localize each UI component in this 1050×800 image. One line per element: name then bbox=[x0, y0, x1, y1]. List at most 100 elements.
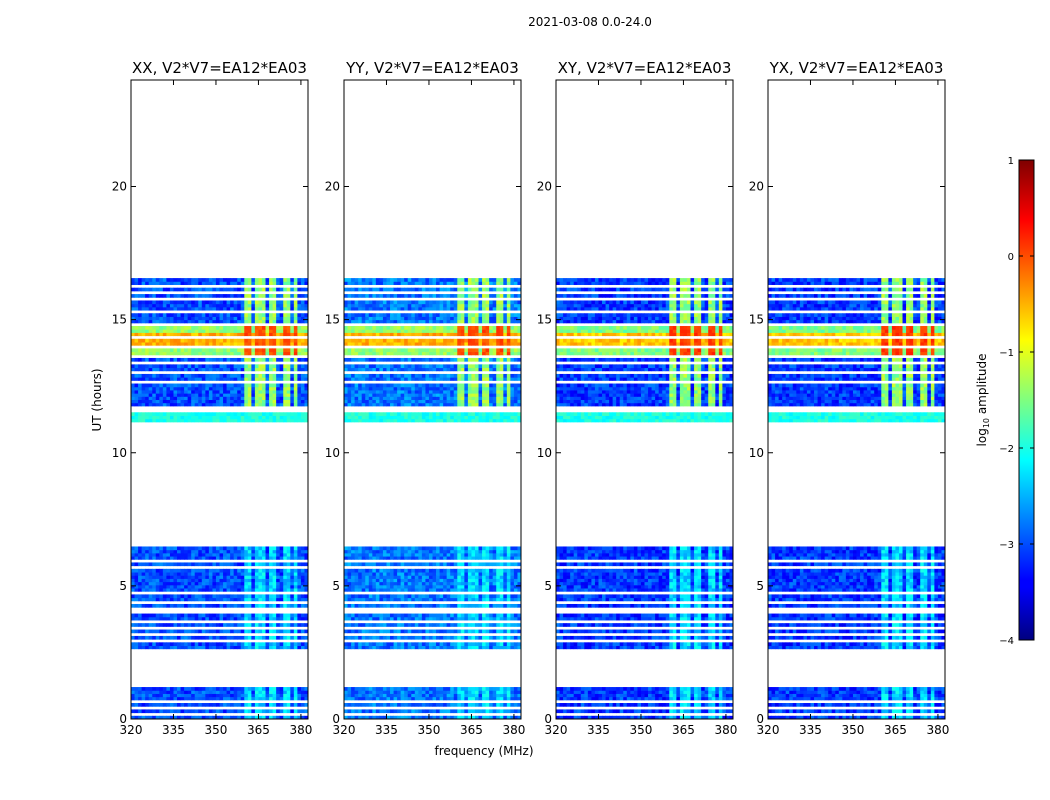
heatmap-cell bbox=[300, 588, 305, 592]
heatmap-cell bbox=[300, 399, 305, 404]
heatmap-cell bbox=[258, 300, 263, 305]
heatmap-cell bbox=[138, 584, 143, 589]
heatmap-cell bbox=[457, 623, 462, 627]
heatmap-cell bbox=[230, 629, 235, 634]
heatmap-cell bbox=[436, 578, 440, 583]
heatmap-cell bbox=[205, 332, 210, 337]
heatmap-cell bbox=[489, 389, 494, 394]
heatmap-cell bbox=[467, 588, 472, 592]
heatmap-cell bbox=[400, 715, 405, 720]
y-tick-label: 15 bbox=[112, 313, 127, 327]
heatmap-cell bbox=[177, 562, 181, 567]
heatmap-cell bbox=[347, 616, 352, 621]
heatmap-cell bbox=[347, 575, 352, 579]
heatmap-cell bbox=[201, 690, 206, 694]
heatmap-cell bbox=[276, 367, 281, 372]
heatmap-cell bbox=[300, 287, 305, 292]
heatmap-cell bbox=[517, 399, 522, 404]
heatmap-cell bbox=[223, 629, 227, 634]
heatmap-cell bbox=[297, 584, 302, 589]
heatmap-cell bbox=[155, 616, 160, 621]
heatmap-cell bbox=[276, 594, 281, 599]
heatmap-cell bbox=[400, 415, 405, 420]
heatmap-cell bbox=[251, 329, 256, 333]
heatmap-cell bbox=[450, 597, 455, 602]
heatmap-cell bbox=[290, 294, 295, 298]
heatmap-cell bbox=[212, 693, 217, 698]
heatmap-cell bbox=[169, 562, 174, 567]
heatmap-cell bbox=[187, 399, 192, 404]
heatmap-cell bbox=[436, 581, 440, 586]
heatmap-cell bbox=[219, 303, 224, 308]
heatmap-cell bbox=[397, 693, 402, 698]
heatmap-cell bbox=[457, 645, 462, 650]
heatmap-cell bbox=[208, 556, 213, 560]
heatmap-cell bbox=[258, 603, 263, 608]
heatmap-cell bbox=[286, 316, 291, 321]
heatmap-cell bbox=[215, 645, 220, 650]
heatmap-cell bbox=[152, 287, 157, 292]
heatmap-cell bbox=[272, 709, 277, 714]
heatmap-cell bbox=[240, 367, 245, 372]
heatmap-cell bbox=[290, 575, 295, 579]
heatmap-cell bbox=[354, 715, 359, 720]
heatmap-cell bbox=[354, 603, 359, 608]
heatmap-cell bbox=[261, 562, 266, 567]
heatmap-cell bbox=[471, 584, 476, 589]
heatmap-cell bbox=[485, 575, 490, 579]
heatmap-cell bbox=[276, 326, 281, 330]
heatmap-cell bbox=[379, 703, 384, 707]
heatmap-cell bbox=[358, 696, 363, 701]
heatmap-cell bbox=[439, 603, 444, 608]
heatmap-cell bbox=[173, 386, 178, 391]
heatmap-cell bbox=[148, 294, 153, 298]
heatmap-cell bbox=[382, 575, 387, 579]
heatmap-cell bbox=[482, 709, 486, 714]
heatmap-cell bbox=[482, 581, 486, 586]
heatmap-cell bbox=[453, 562, 458, 567]
heatmap-cell bbox=[141, 364, 146, 369]
heatmap-cell bbox=[407, 552, 412, 557]
heatmap-cell bbox=[297, 597, 302, 602]
heatmap-cell bbox=[464, 568, 469, 573]
heatmap-cell bbox=[450, 412, 455, 416]
heatmap-cell bbox=[283, 578, 288, 583]
heatmap-cell bbox=[180, 412, 185, 416]
heatmap-cell bbox=[365, 703, 370, 707]
heatmap-cell bbox=[411, 588, 416, 592]
heatmap-cell bbox=[425, 418, 430, 423]
heatmap-cell bbox=[223, 709, 227, 714]
heatmap-cell bbox=[265, 687, 270, 691]
heatmap-cell bbox=[230, 373, 235, 378]
heatmap-cell bbox=[166, 568, 171, 573]
heatmap-cell bbox=[272, 306, 277, 311]
heatmap-cell bbox=[297, 348, 302, 353]
heatmap-cell bbox=[265, 341, 270, 346]
heatmap-cell bbox=[240, 373, 245, 378]
heatmap-cell bbox=[198, 693, 203, 698]
heatmap-cell bbox=[141, 578, 146, 583]
heatmap-cell bbox=[233, 351, 238, 356]
heatmap-cell bbox=[180, 316, 185, 321]
heatmap-cell bbox=[421, 386, 426, 391]
heatmap-cell bbox=[379, 687, 384, 691]
heatmap-cell bbox=[436, 588, 440, 592]
heatmap-cell bbox=[205, 693, 210, 698]
heatmap-cell bbox=[141, 549, 146, 554]
heatmap-cell bbox=[173, 396, 178, 400]
heatmap-cell bbox=[155, 415, 160, 420]
heatmap-cell bbox=[169, 415, 174, 420]
heatmap-cell bbox=[159, 393, 164, 397]
heatmap-cell bbox=[247, 572, 252, 576]
heatmap-cell bbox=[482, 572, 486, 576]
heatmap-cell bbox=[439, 635, 444, 640]
heatmap-cell bbox=[290, 613, 295, 618]
heatmap-cell bbox=[177, 393, 181, 397]
heatmap-cell bbox=[134, 412, 139, 416]
heatmap-cell bbox=[414, 418, 419, 423]
heatmap-cell bbox=[240, 635, 245, 640]
heatmap-cell bbox=[215, 572, 220, 576]
heatmap-cell bbox=[365, 594, 370, 599]
heatmap-cell bbox=[265, 389, 270, 394]
heatmap-cell bbox=[166, 399, 171, 404]
